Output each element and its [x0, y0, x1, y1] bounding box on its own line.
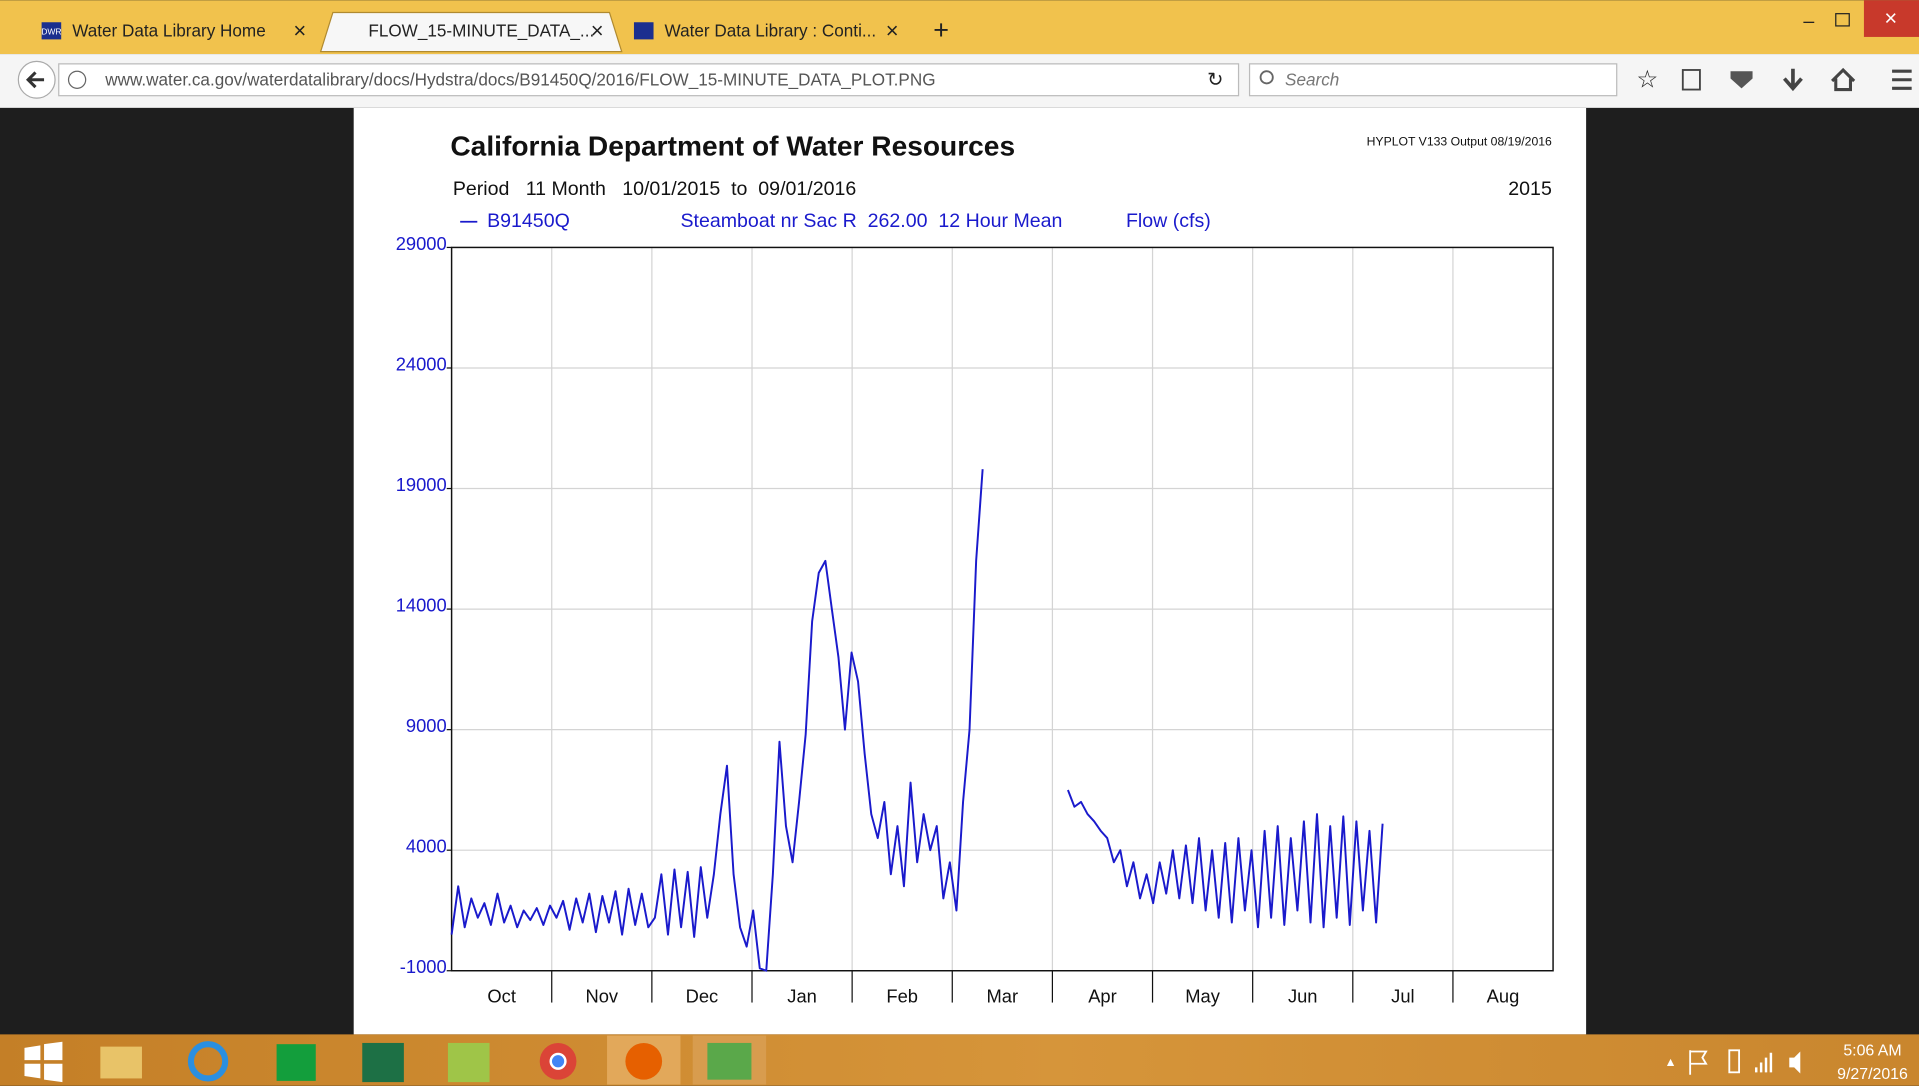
firefox-icon — [625, 1042, 663, 1080]
y-tick-label: 19000 — [396, 474, 447, 495]
y-tick-label: 14000 — [396, 594, 447, 615]
plot-frame — [450, 246, 1554, 972]
line-series — [1067, 789, 1384, 929]
y-tick-label: 29000 — [396, 233, 447, 254]
x-tick-label: Dec — [686, 986, 719, 1007]
action-center[interactable] — [1689, 1050, 1708, 1075]
reading-list[interactable] — [1681, 69, 1701, 91]
tab-title: Water Data Library Home — [72, 21, 266, 41]
signal[interactable] — [1755, 1052, 1773, 1073]
x-tick-label: Mar — [987, 986, 1019, 1007]
store-icon[interactable] — [276, 1044, 316, 1081]
y-tick-label: -1000 — [400, 956, 447, 977]
tab-title: FLOW_15-MINUTE_DATA_... — [368, 21, 594, 41]
url: www.water.ca.gov/waterdatalibrary/docs/H… — [104, 70, 935, 90]
ie-icon[interactable] — [187, 1041, 229, 1082]
line-series — [450, 469, 984, 972]
favicon-text: DWR — [41, 26, 61, 36]
plot: -1000 4000 9000 14000 19000 24000 29000 Oct Nov D… — [396, 233, 1554, 1007]
explorer-icon[interactable] — [100, 1046, 142, 1079]
downloads[interactable] — [1782, 68, 1803, 92]
version-note: HYPLOT V133 Output 08/19/2016 — [1367, 134, 1552, 148]
search-box[interactable] — [1248, 63, 1618, 97]
x-tick-label: Jan — [787, 986, 817, 1007]
tab-title: Water Data Library : Conti... — [665, 21, 877, 41]
tab-bar — [0, 0, 1919, 55]
legend-label: B91450Q — [487, 210, 570, 232]
search-icon — [1259, 70, 1274, 85]
x-tick-label: Oct — [487, 986, 516, 1007]
app-icon[interactable] — [447, 1042, 490, 1083]
x-tick-label: Apr — [1088, 986, 1117, 1007]
bookmark[interactable]: ☆ — [1636, 66, 1658, 93]
tab-close[interactable]: × — [591, 18, 604, 43]
pocket[interactable] — [1730, 71, 1753, 89]
taskbar — [0, 1034, 1919, 1086]
y-tick-label: 9000 — [406, 715, 447, 736]
tray-arrow[interactable]: ▲ — [1664, 1055, 1676, 1069]
clock-time[interactable]: 5:06 AM — [1843, 1043, 1901, 1060]
back-arrow — [25, 71, 45, 89]
x-tick-label: Jun — [1288, 986, 1318, 1007]
home[interactable] — [1831, 67, 1856, 92]
y-tick-label: 24000 — [396, 353, 447, 374]
year: 2015 — [1508, 178, 1552, 200]
favicon — [41, 22, 62, 40]
reload[interactable]: ↻ — [1207, 69, 1223, 91]
chart-title: California Department of Water Resources — [450, 131, 1015, 162]
x-tick-label: May — [1185, 986, 1220, 1007]
y-tick-label: 4000 — [406, 836, 447, 857]
x-tick-label: Jul — [1391, 986, 1414, 1007]
battery[interactable] — [1728, 1049, 1741, 1074]
tab-close[interactable]: × — [293, 18, 306, 43]
start-button[interactable] — [24, 1041, 63, 1083]
tab-close[interactable]: × — [886, 18, 899, 43]
close-window[interactable] — [1863, 0, 1919, 37]
favicon — [633, 22, 654, 40]
tab[interactable]: DWR Water Data Library Home × — [41, 18, 306, 43]
active-tab[interactable] — [319, 11, 623, 53]
minimize[interactable]: – — [1803, 10, 1814, 32]
url-bar[interactable] — [58, 63, 1240, 97]
chart-image — [353, 107, 1587, 1035]
x-tick-label: Feb — [886, 986, 918, 1007]
app-icon — [707, 1042, 752, 1080]
close-icon: × — [1884, 6, 1897, 31]
x-tick-label: Aug — [1487, 986, 1520, 1007]
restore[interactable] — [1835, 13, 1850, 27]
y-axis-label: Flow (cfs) — [1126, 210, 1211, 232]
volume[interactable] — [1789, 1051, 1801, 1074]
station: Steamboat nr Sac R 262.00 12 Hour Mean — [680, 210, 1062, 232]
info-icon — [67, 70, 87, 89]
search-placeholder: Search — [1285, 70, 1339, 90]
x-tick-label: Nov — [585, 986, 618, 1007]
new-tab[interactable]: + — [933, 15, 949, 45]
chrome-center — [549, 1052, 567, 1070]
period: Period 11 Month 10/01/2015 to 09/01/2016 — [453, 178, 857, 200]
menu[interactable] — [1892, 69, 1912, 90]
clock-date[interactable]: 9/27/2016 — [1837, 1066, 1908, 1083]
excel-icon[interactable] — [362, 1042, 404, 1083]
